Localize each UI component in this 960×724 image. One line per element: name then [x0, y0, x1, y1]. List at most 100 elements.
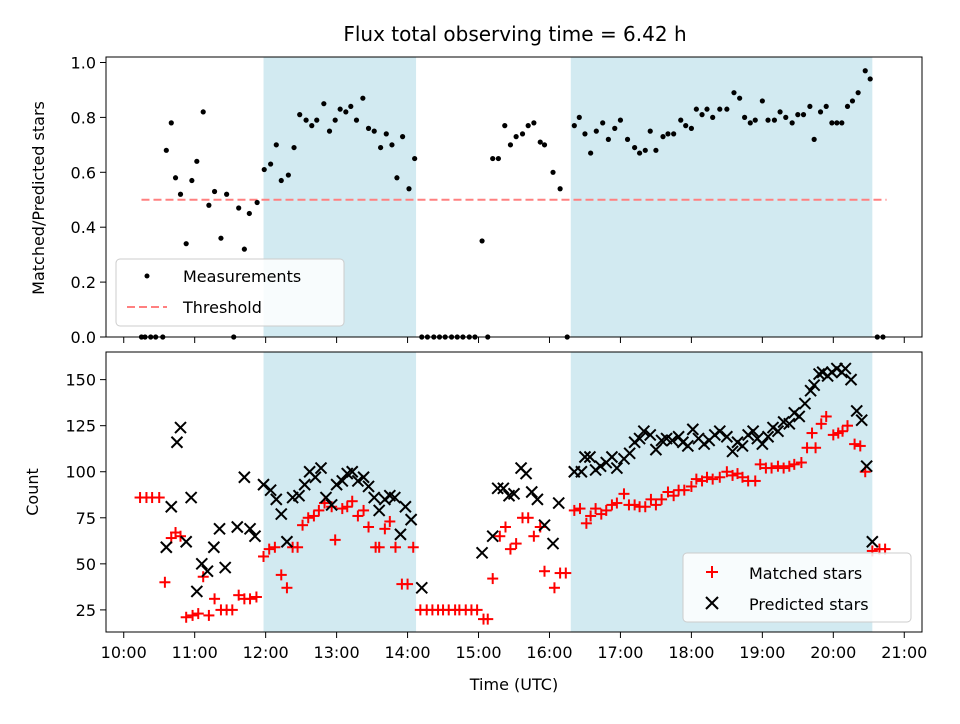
predicted-star-marker-b [336, 474, 349, 488]
predicted-star-marker-b [280, 535, 294, 548]
measurement-point [752, 117, 758, 123]
x-tick-label: 17:00 [597, 643, 643, 662]
matched-star-marker [618, 488, 630, 500]
predicted-star-marker [243, 522, 257, 536]
predicted-star-marker [174, 421, 187, 434]
top-x-ticks [123, 337, 905, 343]
predicted-star-marker [633, 432, 646, 445]
matched-star-marker [548, 582, 560, 594]
matched-star-marker [754, 458, 766, 470]
matched-star-marker [574, 503, 586, 515]
measurement-point [278, 177, 284, 184]
y-tick-label: 50 [76, 555, 96, 574]
matched-star-marker [580, 517, 592, 529]
matched-star-marker [522, 512, 534, 524]
matched-star-marker [302, 512, 314, 524]
predicted-star-marker-b [195, 557, 208, 571]
predicted-star-marker [298, 478, 311, 491]
measurement-point [817, 109, 824, 115]
measurement-point [844, 103, 851, 110]
matched-star-marker [297, 519, 309, 531]
matched-star-marker [487, 573, 499, 585]
predicted-star-marker-b [546, 537, 560, 550]
x-tick-label: 13:00 [314, 643, 360, 662]
predicted-star-marker [583, 450, 597, 464]
measurement-point [241, 246, 247, 252]
predicted-star-marker [850, 404, 863, 418]
matched-star-marker [233, 589, 245, 601]
predicted-star-marker [756, 437, 769, 451]
predicted-star-marker-b [531, 493, 544, 506]
measurement-point [731, 90, 737, 96]
predicted-star-marker [280, 535, 294, 548]
matched-star-marker [668, 490, 680, 502]
measurement-point [605, 136, 611, 142]
predicted-star-marker [399, 500, 412, 513]
matched-star-marker [263, 543, 275, 555]
predicted-star-marker [314, 461, 328, 475]
matched-star-marker [727, 469, 739, 481]
predicted-star-marker-b [507, 487, 521, 501]
matched-star-marker [788, 458, 800, 470]
x-tick-label: 12:00 [243, 643, 289, 662]
measurement-point [273, 142, 279, 148]
measurement-point [168, 120, 174, 126]
predicted-star-marker [330, 478, 343, 491]
matched-star-marker [510, 538, 522, 550]
bottom-legend-box [682, 552, 912, 623]
predicted-star-marker [844, 373, 858, 386]
measurement-point [811, 136, 817, 142]
predicted-star-marker [578, 450, 592, 464]
measurement-point [710, 114, 716, 120]
predicted-star-marker-b [746, 425, 760, 438]
y-tick-label: 0.2 [71, 273, 96, 292]
y-tick-label: 0.8 [71, 108, 96, 127]
matched-star-marker [504, 543, 516, 555]
measurement-point [326, 128, 333, 134]
predicted-star-marker [713, 425, 726, 438]
matched-star-marker [326, 501, 338, 513]
predicted-star-marker [644, 428, 657, 442]
predicted-star-marker-b [793, 410, 806, 423]
measurement-point [642, 147, 648, 153]
measurement-point [365, 125, 372, 131]
matched-star-marker [244, 593, 256, 605]
matched-star-marker [358, 504, 370, 516]
predicted-star-marker-b [850, 404, 863, 418]
predicted-star-marker-b [275, 507, 288, 521]
matched-star-marker [250, 591, 262, 603]
predicted-star-marker-b [804, 384, 817, 397]
predicted-star-marker [336, 474, 349, 488]
predicted-star-marker-b [309, 471, 322, 484]
predicted-star-marker [507, 487, 521, 501]
y-tick-label: 25 [76, 601, 96, 620]
predicted-star-marker [804, 384, 817, 397]
measurement-point [737, 95, 743, 101]
predicted-star-marker-b [720, 430, 734, 443]
predicted-star-marker [807, 378, 821, 392]
measurement-point [519, 131, 526, 137]
bottom-y-axis-label: Count [23, 468, 42, 516]
predicted-star-marker-b [681, 439, 695, 453]
matched-star-marker [402, 578, 414, 590]
matched-star-marker [494, 530, 506, 542]
predicted-star-marker-b [666, 434, 679, 447]
x-tick-label: 15:00 [455, 643, 501, 662]
predicted-star-marker [207, 541, 221, 554]
measurement-point [337, 106, 343, 112]
x-tick-label: 16:00 [526, 643, 572, 662]
top-plot-frame [105, 56, 923, 338]
x-tick-label: 20:00 [810, 643, 856, 662]
measurement-point [600, 120, 606, 126]
predicted-star-marker [486, 530, 499, 543]
predicted-star-marker-b [170, 436, 184, 449]
predicted-star-marker-b [649, 443, 663, 456]
predicted-star-marker-b [368, 491, 381, 504]
predicted-stars-points [160, 362, 879, 598]
predicted-star-marker-b [319, 491, 333, 504]
y-tick-label: 1.0 [71, 53, 96, 72]
predicted-star-marker-b [346, 465, 359, 478]
predicted-star-marker [594, 460, 607, 473]
predicted-star-marker-b [623, 447, 636, 460]
measurement-point [717, 106, 723, 112]
